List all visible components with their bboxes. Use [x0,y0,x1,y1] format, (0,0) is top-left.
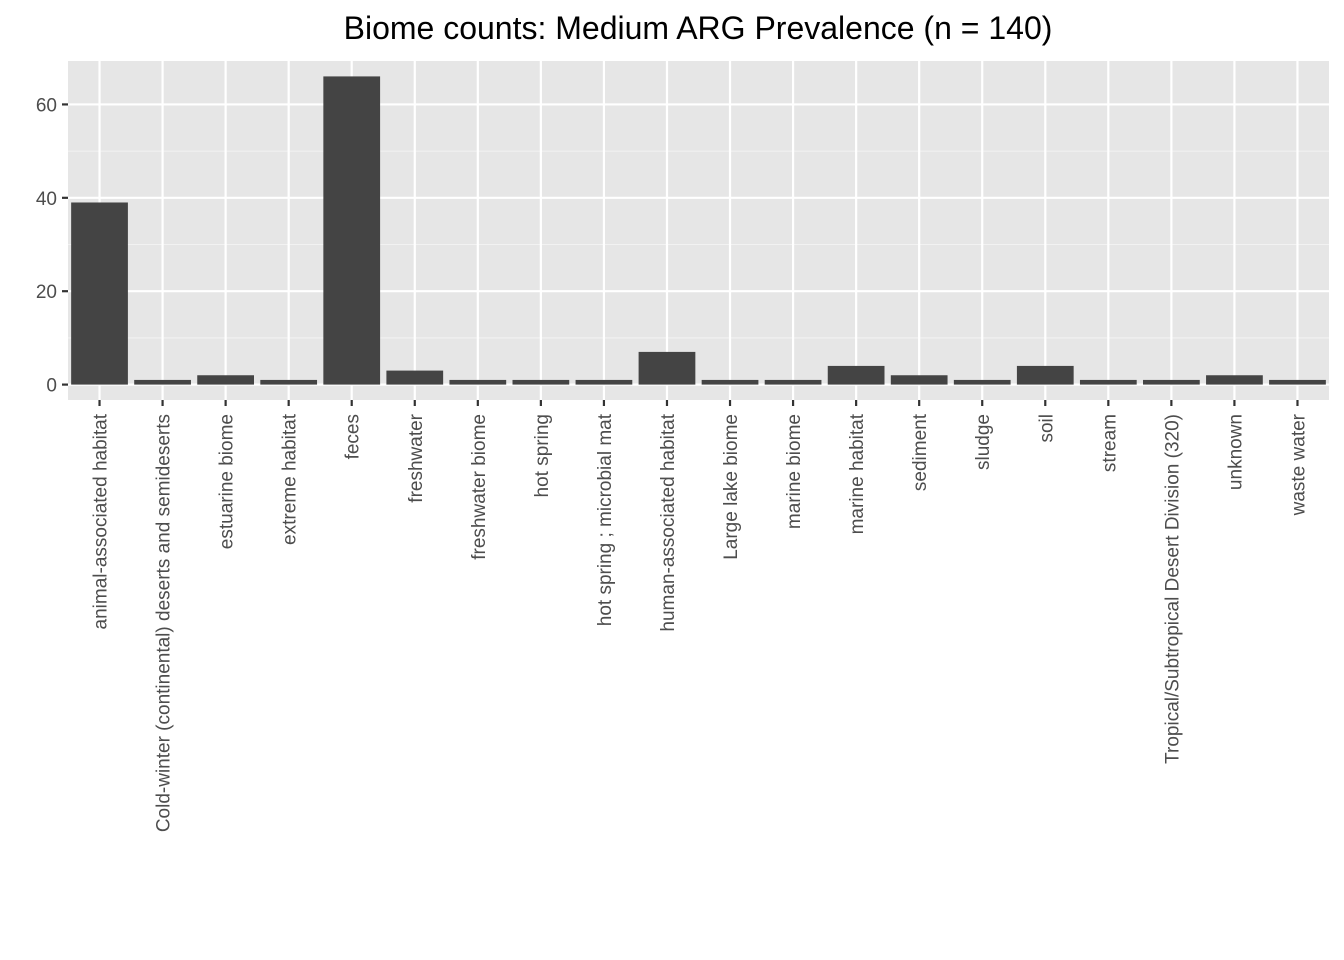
x-tick-label-11: marine biome [784,414,805,529]
x-tick-label-14: sludge [973,414,994,470]
bar-18 [1206,375,1263,385]
x-tick-label-6: freshwater biome [469,414,490,560]
bar-2 [197,375,254,385]
bar-17 [1143,379,1200,385]
x-tick-label-13: sediment [910,413,931,491]
bar-3 [260,379,318,385]
bar-15 [1016,365,1074,385]
plot-panel [68,61,1329,400]
bar-6 [449,379,507,385]
x-tick-label-8: hot spring ; microbial mat [595,413,616,626]
bar-12 [827,365,885,385]
x-tick-label-1: Cold-winter (continental) deserts and se… [154,414,175,832]
bar-14 [953,379,1011,385]
bar-16 [1079,379,1137,385]
x-tick-label-9: human-associated habitat [658,413,679,631]
bar-13 [890,375,948,385]
y-tick-label-1: 20 [36,282,57,303]
bar-9 [638,351,696,385]
bar-10 [701,379,759,385]
x-tick-label-17: Tropical/Subtropical Desert Division (32… [1162,414,1183,764]
x-tick-label-2: estuarine biome [217,414,238,549]
chart-title: Biome counts: Medium ARG Prevalence (n =… [344,10,1053,46]
x-tick-label-19: waste water [1288,413,1309,516]
minor-gridlines [68,150,1329,339]
y-tick-label-0: 0 [46,376,57,397]
bar-8 [575,379,633,385]
y-tick-label-2: 40 [36,189,57,210]
bar-11 [764,379,822,385]
y-tick-label-3: 60 [36,95,57,116]
x-tick-label-12: marine habitat [847,413,868,534]
y-axis: 0 20 40 60 [36,95,68,397]
bars [71,76,1326,385]
x-tick-label-5: freshwater [406,413,427,502]
bar-4 [323,76,381,385]
x-tick-label-4: feces [343,414,364,459]
bar-19 [1269,379,1326,385]
x-tick-label-10: Large lake biome [721,414,742,560]
bar-0 [71,202,128,385]
x-tick-label-7: hot spring [532,414,553,497]
x-tick-label-15: soil [1036,414,1057,443]
x-tick-label-0: animal-associated habitat [91,413,112,629]
x-tick-label-18: unknown [1225,414,1246,490]
bar-5 [386,370,444,385]
x-axis: animal-associated habitat Cold-winter (co… [91,400,1309,832]
x-tick-label-3: extreme habitat [280,413,301,545]
bar-1 [134,379,191,385]
bar-7 [512,379,570,385]
x-tick-label-16: stream [1099,414,1120,472]
